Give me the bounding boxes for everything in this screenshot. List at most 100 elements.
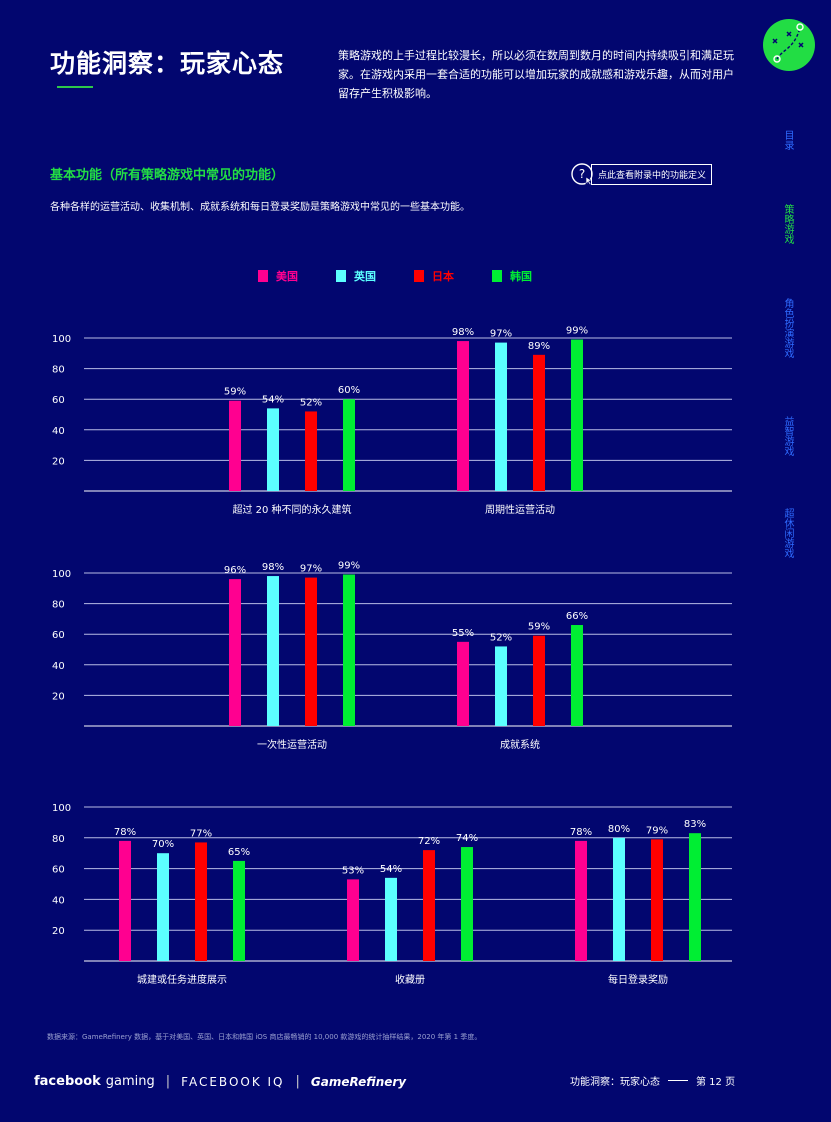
data-label: 70% (152, 839, 174, 850)
gamerefinery-logo: GameRefinery (310, 1074, 407, 1089)
y-tick-label: 40 (52, 426, 65, 437)
data-label: 80% (608, 824, 630, 835)
sidenav-item-contents[interactable]: 目录 (782, 130, 793, 150)
bar (347, 879, 359, 961)
y-tick-label: 100 (52, 334, 71, 345)
legend-swatch (258, 270, 268, 282)
bar (305, 411, 317, 491)
bar (267, 408, 279, 491)
y-tick-label: 100 (52, 569, 71, 580)
y-tick-label: 80 (52, 834, 65, 845)
x-category-label: 周期性运营活动 (485, 503, 555, 516)
y-tick-label: 40 (52, 661, 65, 672)
legend-entry-us: 美国 (258, 268, 298, 284)
y-tick-label: 20 (52, 926, 65, 937)
sidenav-item-strategy[interactable]: 策略游戏 (782, 204, 793, 244)
intro-paragraph: 策略游戏的上手过程比较漫长，所以必须在数周到数月的时间内持续吸引和满足玩家。在游… (338, 49, 734, 100)
x-category-label: 超过 20 种不同的永久建筑 (232, 503, 351, 516)
x-category-label: 一次性运营活动 (257, 738, 327, 751)
y-tick-label: 60 (52, 865, 65, 876)
bar (343, 399, 355, 491)
page-title: 功能洞察：玩家心态 (50, 49, 285, 78)
bar (195, 842, 207, 961)
x-category-label: 城建或任务进度展示 (137, 973, 227, 986)
data-label: 89% (528, 341, 550, 352)
data-label: 78% (570, 827, 592, 838)
x-category-label: 收藏册 (395, 973, 425, 986)
legend-entry-kr: 韩国 (492, 268, 532, 284)
title-underline (57, 86, 93, 88)
data-label: 79% (646, 825, 668, 836)
sidenav-item-puzzle[interactable]: 益智游戏 (782, 416, 793, 456)
y-tick-label: 60 (52, 395, 65, 406)
data-label: 65% (228, 847, 250, 858)
footer-page-label: 功能洞察：玩家心态 (570, 1077, 660, 1088)
data-label: 99% (338, 561, 360, 572)
legend-label: 韩国 (510, 270, 532, 283)
data-label: 74% (456, 833, 478, 844)
bar (233, 860, 245, 961)
bar (533, 354, 545, 491)
legend-swatch (336, 270, 346, 282)
footer-page-info: 功能洞察：玩家心态 第 12 页 (570, 1073, 735, 1088)
x-category-label: 每日登录奖励 (608, 973, 668, 986)
bar (461, 847, 473, 961)
sidenav-item-rpg[interactable]: 角色扮演游戏 (782, 298, 793, 358)
side-navigation: 目录 策略游戏 角色扮演游戏 益智游戏 超休闲游戏 (780, 118, 804, 578)
data-label: 78% (114, 827, 136, 838)
bar (651, 839, 663, 961)
facebook-gaming-logo: facebook (34, 1074, 101, 1089)
section-title: 基本功能（所有策略游戏中常见的功能） (50, 168, 285, 183)
data-label: 96% (224, 565, 246, 576)
bar (267, 576, 279, 726)
bar (571, 625, 583, 726)
legend-entry-uk: 英国 (336, 268, 376, 284)
data-label: 97% (490, 329, 512, 340)
data-label: 59% (224, 387, 246, 398)
bar (229, 579, 241, 726)
facebook-iq-logo: FACEBOOK IQ (181, 1074, 285, 1089)
strategy-logo-icon (763, 19, 815, 71)
data-label: 52% (490, 632, 512, 643)
legend-label: 英国 (354, 270, 376, 283)
y-tick-label: 40 (52, 895, 65, 906)
gaming-wordmark: gaming (105, 1074, 155, 1089)
bar (457, 641, 469, 726)
bar (385, 877, 397, 961)
question-cursor-icon: ? (571, 163, 593, 185)
chart-legend: 美国 英国 日本 韩国 (258, 268, 570, 284)
legend-label: 美国 (276, 270, 298, 283)
data-label: 54% (380, 864, 402, 875)
section-description: 各种各样的运营活动、收集机制、成就系统和每日登录奖励是策略游戏中常见的一些基本功… (50, 202, 470, 213)
data-label: 97% (300, 564, 322, 575)
data-label: 72% (418, 836, 440, 847)
bar (689, 833, 701, 961)
data-label: 99% (566, 326, 588, 337)
legend-swatch (492, 270, 502, 282)
definition-link-label: 点此查看附录中的功能定义 (591, 163, 713, 185)
svg-text:?: ? (579, 167, 585, 181)
definition-link-button[interactable]: ? 点此查看附录中的功能定义 (571, 162, 713, 186)
y-tick-label: 80 (52, 365, 65, 376)
bar (571, 339, 583, 491)
brand-separator: | (165, 1074, 171, 1089)
y-tick-label: 20 (52, 456, 65, 467)
legend-swatch (414, 270, 424, 282)
bar (157, 853, 169, 961)
data-source-note: 数据来源：GameRefinery 数据，基于对美国、英国、日本和韩国 iOS … (47, 1033, 482, 1041)
bar (575, 840, 587, 961)
data-label: 54% (262, 394, 284, 405)
x-category-label: 成就系统 (500, 738, 540, 751)
data-label: 98% (262, 562, 284, 573)
data-label: 60% (338, 385, 360, 396)
bar (613, 837, 625, 961)
sidenav-item-hypercasual[interactable]: 超休闲游戏 (782, 508, 793, 558)
bar (305, 577, 317, 726)
bar (229, 400, 241, 491)
y-tick-label: 60 (52, 630, 65, 641)
y-tick-label: 20 (52, 691, 65, 702)
bar (423, 850, 435, 961)
data-label: 55% (452, 628, 474, 639)
data-label: 77% (190, 828, 212, 839)
bar (343, 574, 355, 726)
